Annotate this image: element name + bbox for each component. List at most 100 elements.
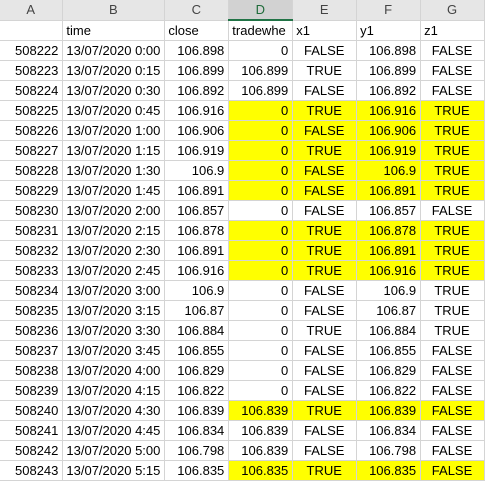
table-cell[interactable]: 106.891 [164, 180, 230, 201]
table-cell[interactable]: 106.839 [228, 420, 294, 441]
row-index-cell[interactable]: 508243 [0, 460, 64, 481]
table-cell[interactable]: TRUE [292, 240, 358, 261]
table-cell[interactable]: FALSE [292, 280, 358, 301]
table-cell[interactable]: 106.916 [356, 100, 422, 121]
table-cell[interactable]: 106.899 [356, 60, 422, 81]
table-cell[interactable]: 106.891 [356, 180, 422, 201]
table-cell[interactable]: 106.835 [356, 460, 422, 481]
table-cell[interactable]: 106.798 [164, 440, 230, 461]
table-cell[interactable]: TRUE [420, 180, 485, 201]
table-cell[interactable]: 0 [228, 140, 294, 161]
table-cell[interactable]: TRUE [292, 260, 358, 281]
row-index-cell[interactable]: 508231 [0, 220, 64, 241]
row-index-cell[interactable]: 508227 [0, 140, 64, 161]
table-cell[interactable]: 0 [228, 200, 294, 221]
row-index-cell[interactable]: 508233 [0, 260, 64, 281]
row-index-cell[interactable]: 508225 [0, 100, 64, 121]
row-index-cell[interactable]: 508237 [0, 340, 64, 361]
column-title-time[interactable]: time [62, 20, 166, 41]
table-cell[interactable]: FALSE [292, 360, 358, 381]
column-title-z1[interactable]: z1 [420, 20, 485, 41]
table-cell[interactable]: 13/07/2020 4:45 [62, 420, 166, 441]
table-cell[interactable]: TRUE [292, 460, 358, 481]
table-cell[interactable]: 106.835 [228, 460, 294, 481]
column-title-x1[interactable]: x1 [292, 20, 358, 41]
table-cell[interactable]: 106.798 [356, 440, 422, 461]
table-cell[interactable]: 106.829 [356, 360, 422, 381]
row-index-cell[interactable]: 508242 [0, 440, 64, 461]
table-cell[interactable]: 106.899 [228, 60, 294, 81]
row-index-cell[interactable]: 508223 [0, 60, 64, 81]
table-cell[interactable]: 106.884 [164, 320, 230, 341]
row-index-cell[interactable]: 508226 [0, 120, 64, 141]
table-cell[interactable]: 106.87 [356, 300, 422, 321]
table-cell[interactable]: 106.916 [356, 260, 422, 281]
table-cell[interactable]: FALSE [420, 400, 485, 421]
table-cell[interactable]: 106.899 [228, 80, 294, 101]
table-cell[interactable]: FALSE [292, 420, 358, 441]
table-cell[interactable]: 106.906 [164, 120, 230, 141]
table-cell[interactable]: 106.919 [356, 140, 422, 161]
table-cell[interactable]: 106.855 [164, 340, 230, 361]
table-cell[interactable]: 13/07/2020 0:00 [62, 40, 166, 61]
table-cell[interactable]: TRUE [420, 320, 485, 341]
column-title-tradewhe[interactable]: tradewhe [228, 20, 294, 41]
table-cell[interactable]: 0 [228, 220, 294, 241]
table-cell[interactable]: 106.916 [164, 260, 230, 281]
table-cell[interactable]: 106.919 [164, 140, 230, 161]
table-cell[interactable]: FALSE [420, 40, 485, 61]
table-cell[interactable]: 106.878 [356, 220, 422, 241]
table-cell[interactable]: 13/07/2020 4:30 [62, 400, 166, 421]
table-cell[interactable]: TRUE [420, 140, 485, 161]
table-cell[interactable]: 106.9 [356, 280, 422, 301]
table-cell[interactable]: 106.87 [164, 300, 230, 321]
table-cell[interactable]: 106.839 [228, 440, 294, 461]
table-cell[interactable]: TRUE [420, 300, 485, 321]
row-index-cell[interactable]: 508234 [0, 280, 64, 301]
table-cell[interactable]: 106.899 [164, 60, 230, 81]
table-cell[interactable]: FALSE [292, 180, 358, 201]
table-cell[interactable]: 13/07/2020 3:15 [62, 300, 166, 321]
table-cell[interactable]: FALSE [420, 80, 485, 101]
row-index-cell[interactable]: 508229 [0, 180, 64, 201]
table-cell[interactable]: FALSE [420, 360, 485, 381]
table-cell[interactable]: TRUE [292, 220, 358, 241]
table-cell[interactable]: FALSE [292, 380, 358, 401]
table-cell[interactable]: 106.898 [164, 40, 230, 61]
table-cell[interactable]: 0 [228, 300, 294, 321]
table-cell[interactable]: TRUE [292, 140, 358, 161]
row-index-cell[interactable]: 508241 [0, 420, 64, 441]
table-cell[interactable]: FALSE [292, 40, 358, 61]
table-cell[interactable]: 106.834 [164, 420, 230, 441]
table-cell[interactable]: 106.898 [356, 40, 422, 61]
table-cell[interactable]: TRUE [420, 160, 485, 181]
table-cell[interactable]: 106.892 [356, 80, 422, 101]
table-cell[interactable]: FALSE [420, 460, 485, 481]
table-cell[interactable]: 0 [228, 260, 294, 281]
table-cell[interactable]: 0 [228, 380, 294, 401]
table-cell[interactable]: 0 [228, 320, 294, 341]
table-cell[interactable]: 106.829 [164, 360, 230, 381]
table-cell[interactable]: 106.884 [356, 320, 422, 341]
table-cell[interactable]: FALSE [292, 300, 358, 321]
table-cell[interactable]: 13/07/2020 1:00 [62, 120, 166, 141]
table-cell[interactable]: 13/07/2020 4:00 [62, 360, 166, 381]
table-cell[interactable]: 0 [228, 280, 294, 301]
table-cell[interactable]: TRUE [420, 220, 485, 241]
table-cell[interactable]: TRUE [420, 280, 485, 301]
table-cell[interactable]: 0 [228, 240, 294, 261]
table-cell[interactable]: 13/07/2020 3:00 [62, 280, 166, 301]
table-cell[interactable]: 13/07/2020 2:30 [62, 240, 166, 261]
table-cell[interactable]: FALSE [292, 440, 358, 461]
table-cell[interactable]: 0 [228, 340, 294, 361]
row-index-cell[interactable]: 508230 [0, 200, 64, 221]
table-cell[interactable]: 106.916 [164, 100, 230, 121]
row-index-cell[interactable]: 508235 [0, 300, 64, 321]
row-index-cell[interactable]: 508240 [0, 400, 64, 421]
row-index-cell[interactable]: 508228 [0, 160, 64, 181]
table-cell[interactable]: 0 [228, 40, 294, 61]
table-cell[interactable]: 13/07/2020 0:30 [62, 80, 166, 101]
table-cell[interactable]: 106.855 [356, 340, 422, 361]
table-cell[interactable]: 13/07/2020 2:15 [62, 220, 166, 241]
table-cell[interactable]: FALSE [420, 420, 485, 441]
